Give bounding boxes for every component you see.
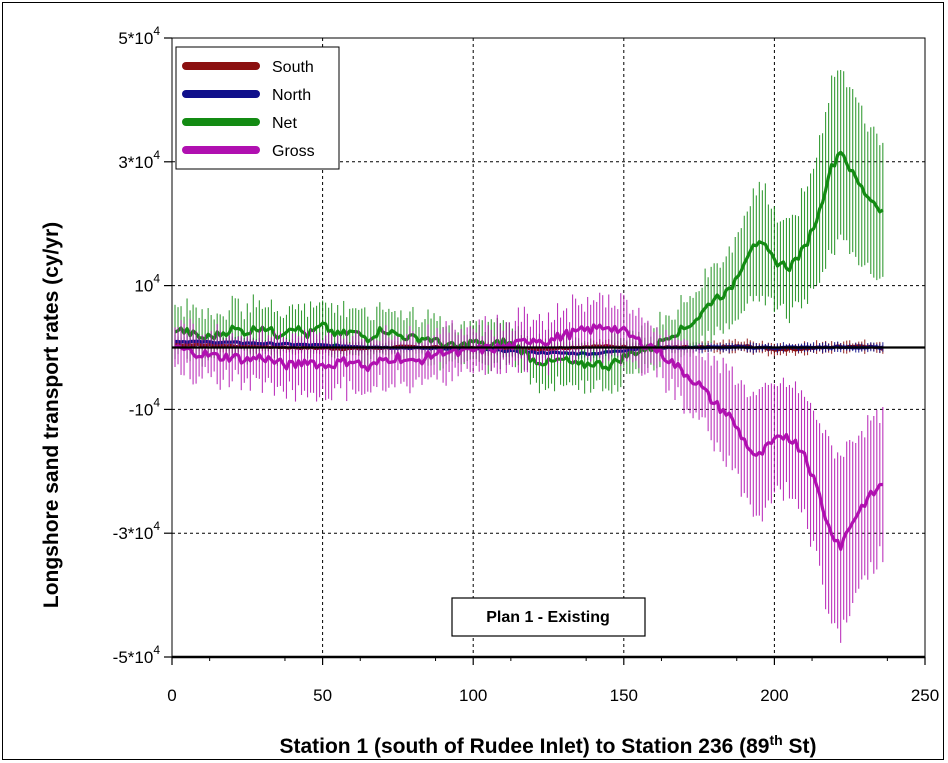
x-tick-label: 0 — [167, 686, 176, 705]
series-line — [174, 150, 884, 372]
legend-label: North — [272, 87, 311, 104]
legend-label: Net — [272, 115, 297, 132]
series-line — [174, 323, 883, 551]
x-axis-title-sup: th — [770, 732, 783, 748]
y-tick-label: -5*104 — [113, 643, 161, 667]
legend: South North Net Gross — [175, 46, 340, 170]
x-tick-label: 50 — [313, 686, 332, 705]
y-tick-label: -104 — [129, 395, 161, 419]
annotation-text: Plan 1 - Existing — [486, 609, 610, 626]
y-tick-label: -3*104 — [113, 519, 161, 543]
legend-label: South — [272, 59, 314, 76]
legend-label: Gross — [272, 143, 315, 160]
x-tick-label: 250 — [911, 686, 939, 705]
y-tick-label: 104 — [134, 272, 160, 296]
y-axis-title: Longshore sand transport rates (cy/yr) — [40, 222, 63, 608]
x-axis-title-tail: St) — [783, 735, 817, 758]
annotation-box: Plan 1 - Existing — [451, 597, 646, 637]
x-axis-title-main: Station 1 (south of Rudee Inlet) to Stat… — [279, 735, 769, 758]
series-gross — [174, 292, 884, 643]
x-tick-label: 100 — [459, 686, 487, 705]
tick-labels: 0 50 100 150 200 250 5*104 3*104 104 -104 -3*104 -5… — [113, 24, 940, 705]
axes — [164, 37, 926, 665]
x-axis-title: Station 1 (south of Rudee Inlet) to Stat… — [279, 732, 816, 758]
x-tick-label: 200 — [760, 686, 788, 705]
y-tick-label: 5*104 — [118, 24, 160, 48]
x-tick-label: 150 — [610, 686, 638, 705]
y-tick-label: 3*104 — [118, 148, 160, 172]
